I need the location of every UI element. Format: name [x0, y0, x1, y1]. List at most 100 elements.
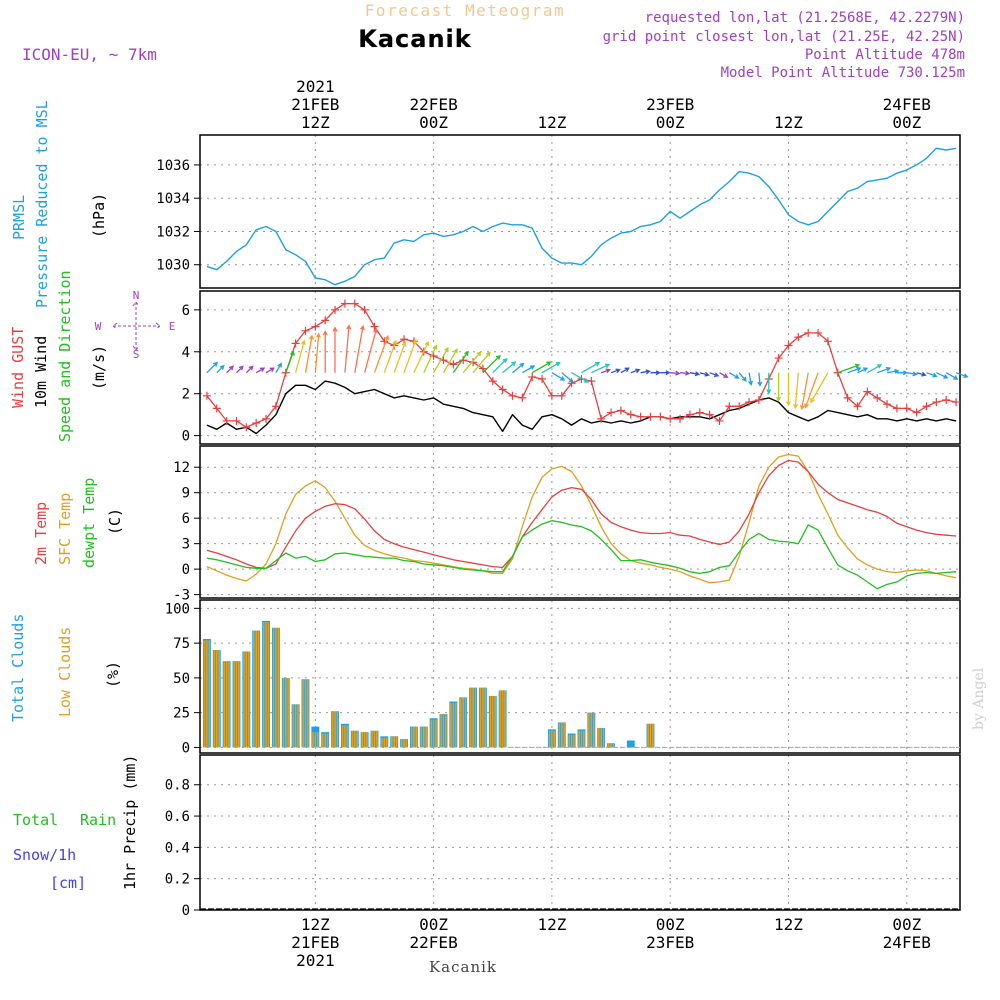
gust-marker — [370, 322, 379, 331]
wind-arrow — [226, 365, 234, 374]
gust-marker — [745, 398, 754, 407]
wind-arrow — [610, 368, 621, 374]
y-tick-label: 0.6 — [165, 809, 190, 825]
compass-rose: N S W E — [95, 289, 176, 361]
gust-marker — [705, 410, 714, 419]
wind-arrow — [776, 372, 782, 402]
wind-arrow — [403, 339, 418, 373]
temp-sfc-label: SFC Temp — [56, 493, 74, 565]
wind-arrow — [423, 344, 438, 373]
y-tick-label: 6 — [182, 303, 190, 319]
time-label-bottom: 23FEB — [646, 933, 694, 952]
wind-arrow — [245, 365, 254, 374]
panel-precip: 0 0.2 0.4 0.6 0.8 — [165, 754, 961, 919]
wind-arrow — [793, 372, 799, 410]
series-sfc-temp — [206, 453, 957, 584]
y-tick-label: 0 — [182, 903, 190, 919]
precip-labels: Total Rain Snow/1h [cm] 1hr Precip (mm) — [13, 755, 139, 892]
wind-arrow — [757, 372, 763, 387]
wind-arrow — [275, 362, 282, 374]
time-label-top: 24FEB — [883, 95, 931, 114]
time-label-bottom: 00Z — [419, 915, 448, 934]
time-label-bottom: 12Z — [301, 915, 330, 934]
wind-arrow — [472, 351, 491, 374]
location-title: Kacanik — [358, 25, 472, 53]
wind-arrow — [719, 372, 729, 378]
panel-border — [199, 754, 961, 911]
wind-arrow — [728, 372, 740, 379]
y-tick-label: 0 — [182, 429, 190, 445]
y-tick-label: 2 — [182, 387, 190, 403]
wind-arrow — [660, 370, 671, 376]
wind-arrow — [433, 346, 449, 374]
wind-arrow — [344, 324, 352, 373]
gust-marker — [853, 402, 862, 411]
y-tick-label: 0 — [182, 740, 190, 756]
time-label-top: 12Z — [774, 113, 803, 132]
panel-wind: 0 2 4 6 — [182, 290, 961, 445]
gust-marker — [833, 368, 842, 377]
time-label-bottom: 21FEB — [291, 933, 339, 952]
precip-total-label: Total — [13, 811, 58, 829]
wind-arrow — [955, 372, 969, 379]
wind-arrow — [512, 362, 525, 374]
wind-arrow — [650, 370, 661, 376]
wind-arrow — [304, 334, 314, 373]
y-tick-label: 50 — [173, 671, 190, 687]
gust-marker — [666, 414, 675, 423]
cloud-labels: Total Clouds Low Clouds (%) — [9, 614, 122, 722]
wind-arrow — [857, 367, 869, 374]
gust-marker — [735, 402, 744, 411]
wind-arrow — [581, 361, 601, 374]
gust-marker — [321, 316, 330, 325]
clouds-unit: (%) — [104, 661, 122, 688]
time-label-top: 2021 — [296, 77, 335, 96]
wind-arrow — [492, 358, 508, 374]
compass-n: N — [133, 289, 140, 302]
wind-arrow — [561, 372, 574, 383]
panel-border — [199, 599, 961, 754]
time-label-bottom: 2021 — [296, 951, 335, 970]
precip-unit: 1hr Precip (mm) — [121, 755, 139, 890]
y-tick-label: 12 — [173, 460, 190, 476]
temp-dewpt-label: dewpt Temp — [80, 478, 98, 568]
wind-arrow — [804, 372, 819, 409]
y-tick-label: 25 — [173, 706, 190, 722]
wind-arrow — [916, 371, 927, 377]
y-tick-label: 0 — [182, 562, 190, 578]
gust-marker — [794, 333, 803, 342]
requested-coords: requested lon,lat (21.2568E, 42.2279N) — [645, 10, 965, 26]
gust-marker — [478, 364, 487, 373]
wind-arrow — [206, 361, 218, 374]
gust-marker — [528, 372, 537, 381]
wind-arrow — [640, 369, 651, 375]
wind-arrow — [571, 372, 590, 383]
gust-marker — [607, 408, 616, 417]
wind-arrow — [876, 366, 892, 374]
model-label: ICON-EU, ~ 7km — [22, 45, 157, 64]
gust-marker — [587, 377, 596, 386]
temp-unit: (C) — [106, 508, 124, 535]
wind-arrow — [373, 334, 390, 373]
gust-marker — [695, 408, 704, 417]
panel-temp: -3 0 3 6 9 12 — [173, 445, 961, 604]
gust-marker — [311, 322, 320, 331]
wind-arrow — [502, 361, 517, 374]
gust-marker — [538, 375, 547, 384]
series-wind10m — [206, 380, 957, 435]
gust-marker — [922, 402, 931, 411]
wind-arrow — [906, 371, 918, 377]
gust-marker — [301, 326, 310, 335]
gust-marker — [498, 385, 507, 394]
wind-arrow — [810, 372, 829, 404]
y-tick-label: 0.8 — [165, 778, 190, 794]
pressure-label-prmsl: PRMSL — [10, 195, 28, 240]
gust-marker — [202, 391, 211, 400]
gust-marker — [262, 414, 271, 423]
gust-marker — [863, 387, 872, 396]
gust-marker — [843, 393, 852, 402]
y-tick-label: 1030 — [156, 258, 190, 274]
wind-arrow — [521, 365, 536, 374]
gust-marker — [952, 398, 961, 407]
wind-arrow — [896, 370, 909, 376]
